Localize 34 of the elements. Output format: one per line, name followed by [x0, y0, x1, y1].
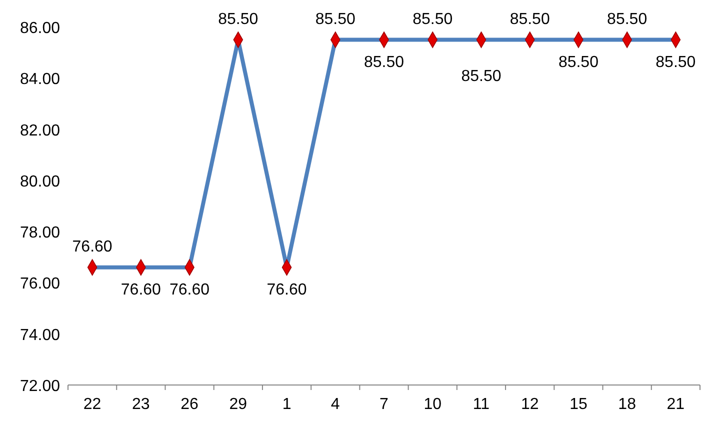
- x-tick-label: 22: [83, 396, 102, 413]
- x-tick-label: 23: [132, 396, 150, 413]
- x-tick-label: 26: [180, 396, 199, 413]
- data-label: 85.50: [558, 54, 599, 71]
- x-tick-label: 7: [380, 396, 389, 413]
- x-tick-label: 21: [666, 396, 685, 413]
- y-tick-label: 74.00: [20, 326, 60, 344]
- data-label: 85.50: [412, 10, 453, 28]
- data-label: 76.60: [266, 281, 307, 298]
- y-tick-label: 76.00: [20, 276, 60, 293]
- data-label: 85.50: [607, 10, 648, 28]
- x-tick-label: 11: [472, 396, 490, 413]
- y-tick-label: 78.00: [20, 224, 60, 242]
- data-label: 76.60: [120, 281, 162, 298]
- data-label: 85.50: [461, 68, 502, 85]
- x-tick-label: 29: [229, 396, 248, 413]
- x-tick-label: 4: [330, 396, 340, 413]
- x-tick-label: 15: [570, 396, 588, 413]
- y-tick-label: 82.00: [20, 122, 60, 140]
- y-tick-label: 86.00: [20, 20, 60, 37]
- data-label: 85.50: [364, 54, 404, 71]
- x-tick-label: 18: [618, 396, 636, 413]
- x-tick-label: 10: [424, 396, 442, 413]
- data-label: 85.50: [315, 10, 356, 28]
- y-tick-label: 72.00: [20, 378, 60, 395]
- y-tick-label: 80.00: [20, 173, 60, 190]
- y-tick-label: 84.00: [20, 71, 60, 88]
- data-label: 85.50: [656, 54, 696, 71]
- x-tick-label: 12: [520, 396, 539, 413]
- data-label: 76.60: [170, 281, 210, 298]
- x-tick-label: 1: [282, 396, 292, 413]
- data-label: 76.60: [72, 238, 112, 256]
- data-label: 85.50: [510, 10, 550, 28]
- data-label: 85.50: [218, 10, 258, 28]
